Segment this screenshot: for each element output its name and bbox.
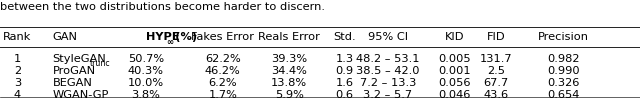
Text: BEGAN: BEGAN [52,78,92,88]
Text: trunc: trunc [90,58,110,68]
Text: 34.4%: 34.4% [271,66,307,76]
Text: between the two distributions become harder to discern.: between the two distributions become har… [0,2,325,12]
Text: 3.2 – 5.7: 3.2 – 5.7 [364,90,412,100]
Text: KID: KID [445,32,464,42]
Text: Reals Error: Reals Error [259,32,320,42]
Text: Fakes Error: Fakes Error [191,32,254,42]
Text: 48.2 – 53.1: 48.2 – 53.1 [356,54,420,64]
Text: GAN: GAN [52,32,77,42]
Text: 2: 2 [13,66,21,76]
Text: 2.5: 2.5 [487,66,505,76]
Text: 67.7: 67.7 [483,78,509,88]
Text: 0.046: 0.046 [438,90,470,100]
Text: Std.: Std. [333,32,356,42]
Text: 43.6: 43.6 [483,90,509,100]
Text: 10.0%: 10.0% [128,78,164,88]
Text: 46.2%: 46.2% [205,66,241,76]
Text: Precision: Precision [538,32,589,42]
Text: StyleGAN: StyleGAN [52,54,106,64]
Text: Rank: Rank [3,32,31,42]
Text: ∞: ∞ [166,38,173,46]
Text: 3.8%: 3.8% [131,90,161,100]
Text: 131.7: 131.7 [480,54,512,64]
Text: 38.5 – 42.0: 38.5 – 42.0 [356,66,420,76]
Text: 5.9%: 5.9% [275,90,304,100]
Text: 0.056: 0.056 [438,78,470,88]
Text: 0.326: 0.326 [547,78,579,88]
Text: 6.2%: 6.2% [209,78,237,88]
Text: HYPE: HYPE [146,32,180,42]
Text: 39.3%: 39.3% [271,54,307,64]
Text: (%): (%) [173,32,198,42]
Text: ProGAN: ProGAN [52,66,95,76]
Text: 40.3%: 40.3% [128,66,164,76]
Text: 1.3: 1.3 [335,54,353,64]
Text: 0.990: 0.990 [547,66,579,76]
Text: 1: 1 [13,54,21,64]
Text: FID: FID [486,32,506,42]
Text: 1.7%: 1.7% [208,90,237,100]
Text: WGAN-GP: WGAN-GP [52,90,109,100]
Text: 3: 3 [13,78,21,88]
Text: 50.7%: 50.7% [128,54,164,64]
Text: 95% CI: 95% CI [368,32,408,42]
Text: 4: 4 [13,90,21,100]
Text: 62.2%: 62.2% [205,54,241,64]
Text: 0.9: 0.9 [335,66,353,76]
Text: 0.982: 0.982 [547,54,579,64]
Text: 1.6: 1.6 [335,78,353,88]
Text: 0.6: 0.6 [335,90,353,100]
Text: 0.005: 0.005 [438,54,470,64]
Text: 0.001: 0.001 [438,66,470,76]
Text: 7.2 – 13.3: 7.2 – 13.3 [360,78,416,88]
Text: 0.654: 0.654 [547,90,579,100]
Text: 13.8%: 13.8% [271,78,307,88]
